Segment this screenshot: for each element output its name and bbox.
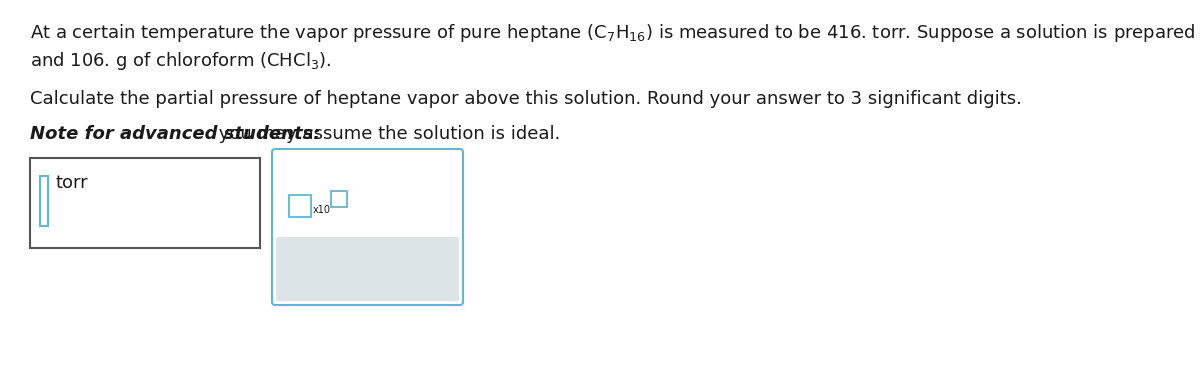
Text: and 106. g of chloroform $\left(\mathrm{CHCl_3}\right)$.: and 106. g of chloroform $\left(\mathrm{… bbox=[30, 50, 331, 72]
Text: you may assume the solution is ideal.: you may assume the solution is ideal. bbox=[214, 125, 560, 143]
Text: ↺: ↺ bbox=[358, 264, 377, 284]
Text: At a certain temperature the vapor pressure of pure heptane $\left(\mathrm{C_7H_: At a certain temperature the vapor press… bbox=[30, 22, 1200, 44]
FancyBboxPatch shape bbox=[272, 149, 463, 305]
FancyBboxPatch shape bbox=[289, 195, 311, 217]
FancyBboxPatch shape bbox=[40, 176, 48, 226]
FancyBboxPatch shape bbox=[30, 158, 260, 248]
Text: Calculate the partial pressure of heptane vapor above this solution. Round your : Calculate the partial pressure of heptan… bbox=[30, 90, 1022, 108]
FancyBboxPatch shape bbox=[276, 237, 458, 301]
Text: torr: torr bbox=[56, 174, 89, 192]
FancyBboxPatch shape bbox=[331, 191, 347, 207]
Text: x10: x10 bbox=[313, 205, 331, 215]
Text: Note for advanced students:: Note for advanced students: bbox=[30, 125, 320, 143]
Text: ?: ? bbox=[418, 264, 428, 284]
Text: ×: × bbox=[302, 264, 322, 284]
